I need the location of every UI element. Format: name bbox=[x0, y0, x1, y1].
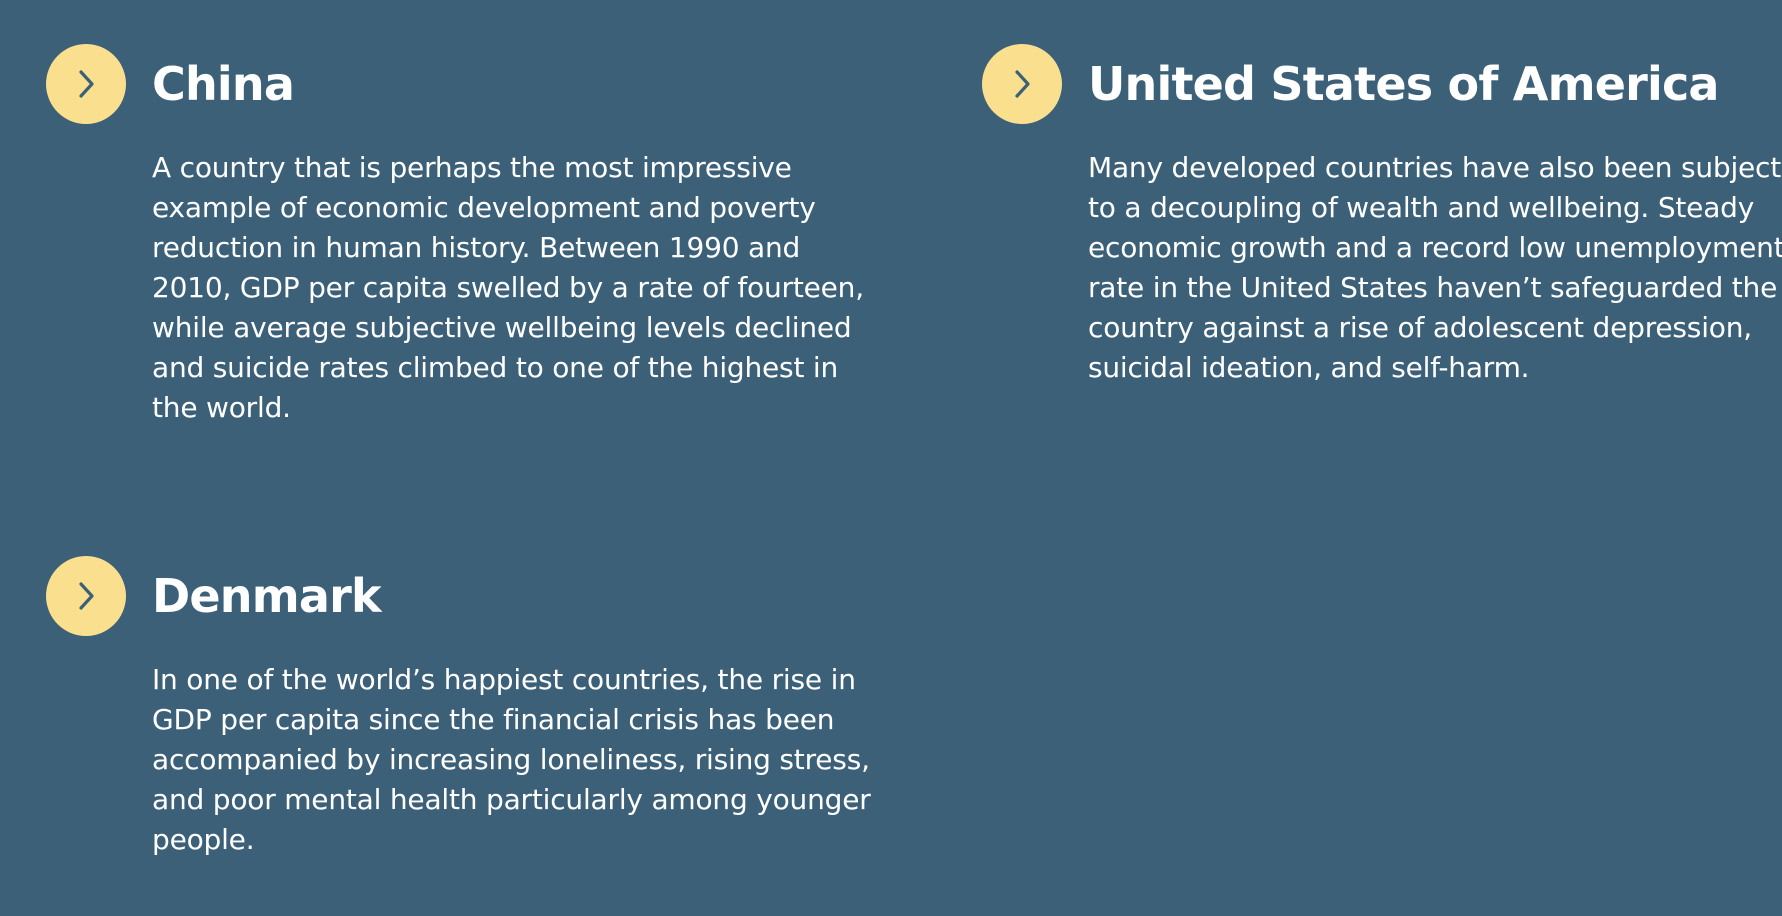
country-card-denmark: Denmark In one of the world’s happiest c… bbox=[46, 556, 871, 860]
card-header: Denmark bbox=[46, 556, 826, 636]
card-header: China bbox=[46, 44, 826, 124]
chevron-right-icon bbox=[79, 70, 94, 98]
card-title: China bbox=[152, 57, 295, 111]
card-description: In one of the world’s happiest countries… bbox=[152, 663, 871, 856]
card-description: A country that is perhaps the most impre… bbox=[152, 151, 864, 424]
expand-button-china[interactable] bbox=[46, 44, 126, 124]
expand-button-denmark[interactable] bbox=[46, 556, 126, 636]
expand-button-usa[interactable] bbox=[982, 44, 1062, 124]
chevron-right-icon bbox=[79, 582, 94, 610]
card-title: United States of America bbox=[1088, 57, 1719, 111]
country-card-china: China A country that is perhaps the most… bbox=[46, 44, 864, 428]
country-card-usa: United States of America Many developed … bbox=[982, 44, 1782, 388]
card-description: Many developed countries have also been … bbox=[1088, 151, 1782, 384]
card-title: Denmark bbox=[152, 569, 382, 623]
chevron-right-icon bbox=[1015, 70, 1030, 98]
card-header: United States of America bbox=[982, 44, 1762, 124]
